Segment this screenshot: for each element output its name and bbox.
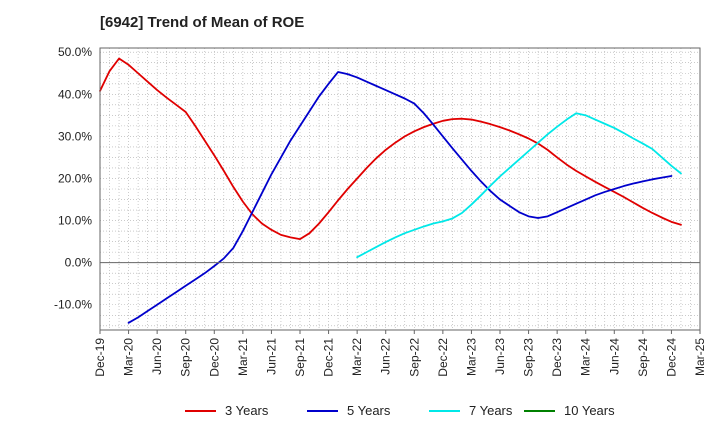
x-tick-label: Sep-22 bbox=[407, 338, 421, 377]
y-tick-label: 10.0% bbox=[58, 214, 92, 228]
plot-border bbox=[99, 47, 701, 331]
x-tick-label: Mar-22 bbox=[350, 338, 364, 376]
legend: 3 Years 5 Years 7 Years 10 Years bbox=[185, 403, 615, 418]
y-tick-label: 30.0% bbox=[58, 129, 92, 143]
chart-title: [6942] Trend of Mean of ROE bbox=[100, 14, 304, 31]
series-line-2 bbox=[127, 71, 673, 324]
x-tick-label: Mar-25 bbox=[693, 338, 707, 376]
x-tick-label: Mar-23 bbox=[464, 338, 478, 376]
grid-lines bbox=[100, 48, 700, 330]
x-tick-label: Dec-23 bbox=[550, 338, 564, 377]
y-tick-label: 0.0% bbox=[65, 256, 93, 270]
x-tick-label: Sep-20 bbox=[179, 338, 193, 377]
x-tick-label: Jun-21 bbox=[264, 338, 278, 375]
y-tick-label: -10.0% bbox=[54, 298, 92, 312]
x-tick-label: Dec-24 bbox=[664, 338, 678, 377]
x-tick-label: Sep-21 bbox=[293, 338, 307, 377]
y-tick-label: 40.0% bbox=[58, 87, 92, 101]
x-tick-label: Jun-23 bbox=[493, 338, 507, 375]
x-tick-label: Mar-21 bbox=[236, 338, 250, 376]
x-tick-label: Mar-24 bbox=[579, 338, 593, 376]
series-line-1 bbox=[99, 57, 682, 240]
x-tick-label: Sep-24 bbox=[636, 338, 650, 377]
y-tick-label: 20.0% bbox=[58, 171, 92, 185]
x-tick-label: Dec-21 bbox=[322, 338, 336, 377]
series-lines bbox=[99, 57, 682, 324]
x-tick-label: Dec-19 bbox=[93, 338, 107, 377]
series-line-3 bbox=[356, 112, 682, 259]
axes: -10.0% 0.0% 10.0% 20.0% 30.0% 40.0% 50.0% Dec-1… bbox=[54, 45, 707, 376]
legend-label-2: 5 Years bbox=[347, 403, 391, 418]
legend-label-4: 10 Years bbox=[564, 403, 615, 418]
x-tick-label: Mar-20 bbox=[122, 338, 136, 376]
x-tick-label: Dec-20 bbox=[207, 338, 221, 377]
x-tick-label: Dec-22 bbox=[436, 338, 450, 377]
y-tick-label: 50.0% bbox=[58, 45, 92, 59]
x-tick-label: Jun-20 bbox=[150, 338, 164, 375]
legend-label-3: 7 Years bbox=[469, 403, 513, 418]
x-tick-label: Jun-24 bbox=[607, 338, 621, 375]
legend-label-1: 3 Years bbox=[225, 403, 269, 418]
x-tick-label: Sep-23 bbox=[522, 338, 536, 377]
x-tick-label: Jun-22 bbox=[379, 338, 393, 375]
